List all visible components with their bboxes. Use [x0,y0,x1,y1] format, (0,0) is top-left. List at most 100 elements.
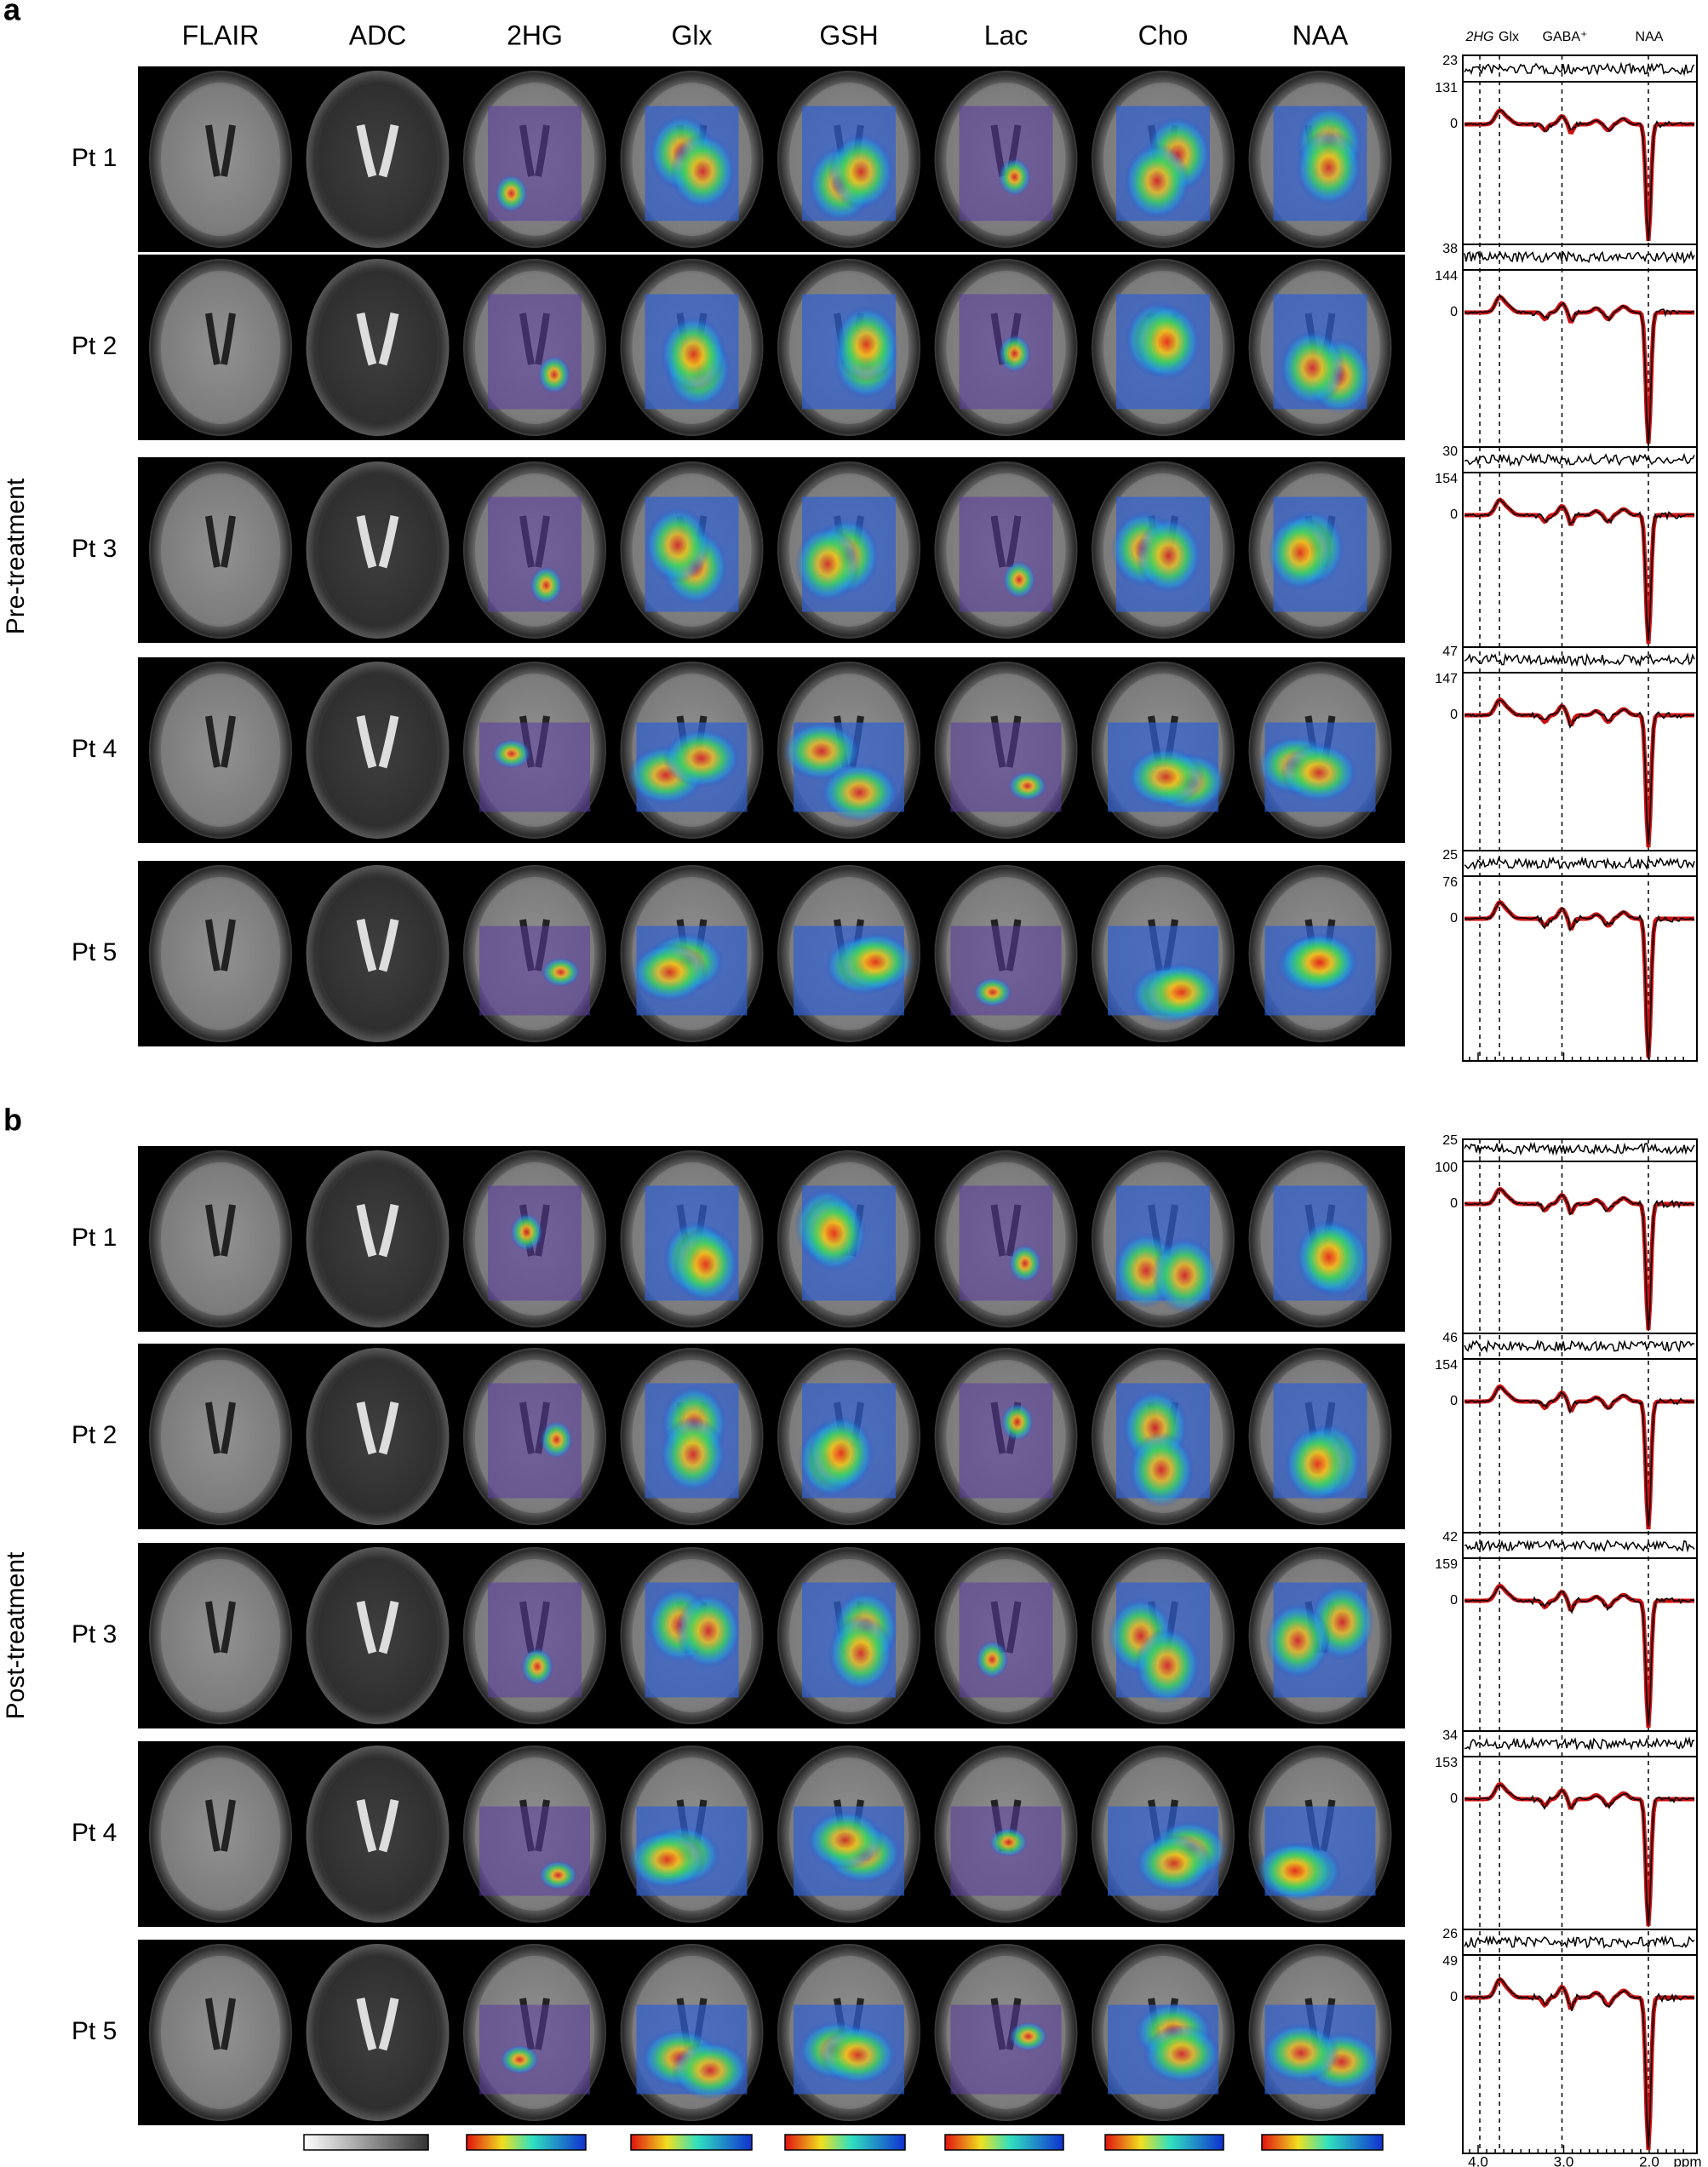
brain-image [934,1547,1078,1724]
residual-max: 30 [1442,444,1458,459]
data-trace [1464,699,1695,845]
residual-max: 42 [1442,1530,1458,1545]
colorbar [630,2134,753,2151]
colorbar [303,2134,429,2151]
map-base [950,2004,1062,2095]
brain-image [777,71,920,248]
column-header: FLAIR [182,20,260,50]
map-blob [782,721,861,781]
spectrum-max: 153 [1435,1756,1458,1770]
brain-image [306,1150,450,1327]
colorbar [466,2134,587,2151]
spectrum-label: 2HG [1465,30,1494,44]
ventricle [205,1799,236,1852]
group-label: Pre-treatment [2,478,30,634]
brain-inner [318,473,438,627]
brain-image [934,1150,1078,1327]
map-blob [1143,962,1221,1022]
map-base [950,722,1062,812]
map-blob [1008,1244,1042,1283]
brain-inner [318,877,438,1030]
ppm-tick-label: 2.0 [1639,2153,1659,2167]
patient-label: Pt 2 [72,332,117,360]
brain-image [463,1348,606,1525]
brain-image [620,1547,764,1724]
map-blob [1264,1602,1331,1679]
brain-inner [318,83,438,236]
map-blob [1267,514,1333,591]
brain-image [463,1746,606,1923]
brain-image [1092,461,1235,639]
brain-image [306,865,450,1042]
brain-image [934,71,1078,248]
map-base [959,1185,1053,1301]
colorbar [1104,2134,1224,2151]
column-header: NAA [1292,20,1349,50]
brain-image [1248,865,1392,1042]
brain-image [149,259,292,436]
data-trace [1464,1386,1695,1527]
residual-trace [1464,452,1695,467]
spectrum-max: 76 [1442,875,1458,890]
map-blob [492,738,531,769]
map-blob [530,566,563,605]
baseline-label: 0 [1450,1990,1458,2004]
ventricle [356,1998,399,2051]
ventricle [356,312,399,366]
brain-image [149,1944,292,2121]
colorbar [944,2134,1064,2151]
brain-inner [318,1956,438,2109]
ventricle [205,1601,236,1654]
brain-inner [161,473,280,627]
map-blob [828,134,894,210]
residual-trace [1464,856,1695,871]
brain-image [149,1348,292,1525]
spectrum-max: 100 [1435,1161,1458,1175]
patient-label: Pt 5 [72,938,117,966]
patient-label: Pt 4 [72,735,117,763]
map-blob [645,507,711,583]
map-blob [1262,2023,1340,2083]
brain-image [777,1547,920,1724]
brain-image [149,1547,292,1724]
map-blob [538,1860,578,1890]
residual-trace [1464,61,1695,77]
map-blob [1126,747,1205,807]
spectrum-max: 154 [1435,472,1458,486]
data-trace [1464,1585,1695,1725]
brain-image [620,71,764,248]
brain-inner [161,83,280,236]
residual-max: 25 [1442,848,1458,863]
baseline-label: 0 [1450,1196,1458,1211]
colorbar [784,2134,906,2151]
map-base [488,294,582,410]
ventricle [356,1402,399,1455]
brain-image [777,461,920,639]
ventricle [356,1601,399,1654]
data-trace [1464,1188,1695,1330]
brain-image [1248,461,1392,639]
patient-label: Pt 1 [72,144,117,172]
residual-trace [1464,1141,1695,1156]
map-blob [1000,1402,1035,1442]
column-header: Cho [1138,20,1189,50]
brain-image [1092,1150,1235,1327]
map-blob [801,1195,868,1272]
ppm-unit: ppm [1673,2153,1701,2167]
map-blob [1128,1431,1195,1508]
spectrum-label: NAA [1636,30,1664,44]
spectrum-frame [1462,1138,1698,2154]
brain-image [934,1944,1078,2121]
brain-image [620,1150,764,1327]
ventricle [205,124,236,177]
brain-image [306,1746,450,1923]
map-blob [806,1810,885,1870]
ventricle [205,919,236,972]
brain-image [1092,71,1235,248]
map-blob [660,1416,726,1493]
brain-inner [318,271,438,424]
brain-image [934,461,1078,639]
map-blob [1284,1425,1350,1502]
brain-inner [161,674,280,827]
brain-image [777,259,920,436]
